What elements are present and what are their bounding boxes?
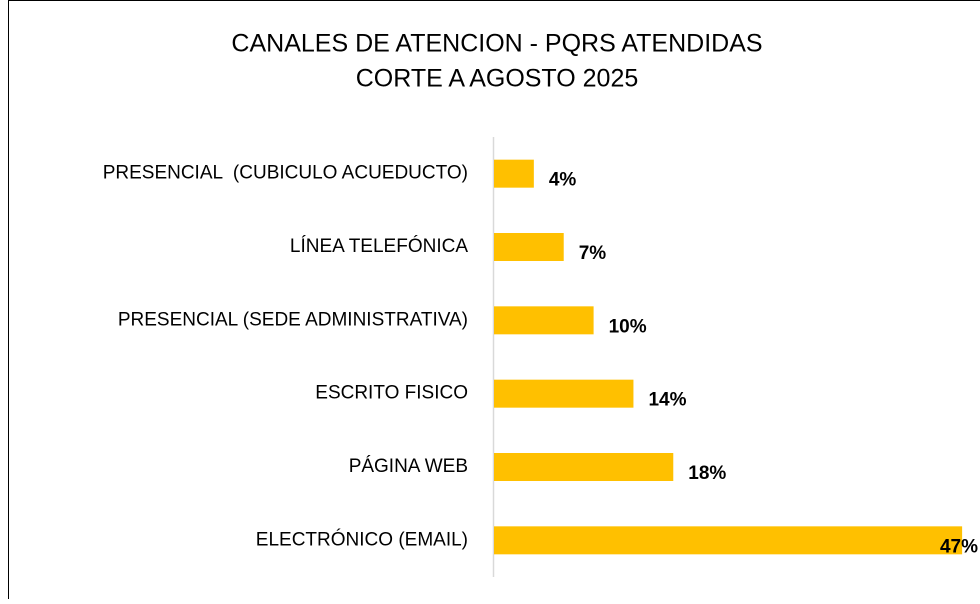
chart-title: CORTE A AGOSTO 2025 (356, 65, 639, 93)
y-tick-label: ESCRITO FISICO (315, 383, 468, 404)
bar (494, 526, 962, 554)
bar (494, 453, 673, 481)
y-tick-label: LÍNEA TELEFÓNICA (290, 235, 468, 257)
data-label: 18% (688, 463, 726, 484)
y-tick-label: PRESENCIAL (SEDE ADMINISTRATIVA) (118, 309, 468, 330)
y-tick-label: ELECTRÓNICO (EMAIL) (256, 528, 468, 550)
bar (494, 160, 534, 188)
data-label: 7% (579, 243, 607, 264)
bar (494, 233, 564, 261)
data-label: 10% (609, 316, 647, 337)
data-label: 4% (549, 170, 577, 191)
chart-title: CANALES DE ATENCION - PQRS ATENDIDAS (231, 30, 762, 58)
y-tick-label: PÁGINA WEB (349, 456, 468, 477)
data-label: 47% (940, 536, 978, 557)
bar (494, 306, 594, 334)
data-label: 14% (648, 390, 686, 411)
bar (494, 380, 633, 408)
y-tick-label: PRESENCIAL (CUBICULO ACUEDUCTO) (103, 163, 468, 184)
